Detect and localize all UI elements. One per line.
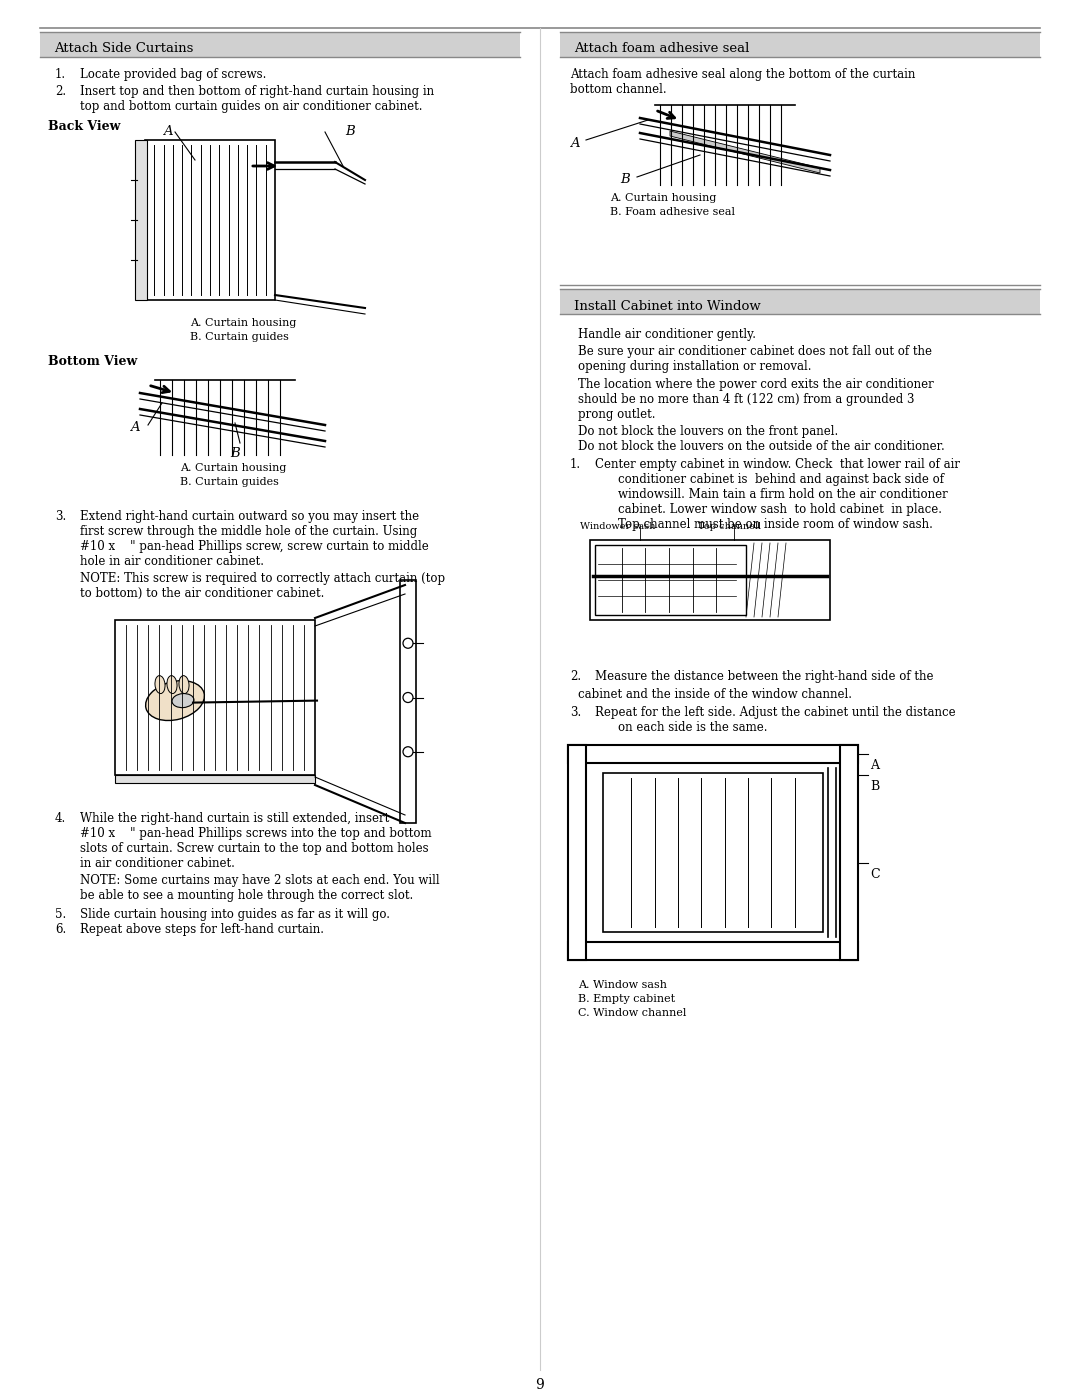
Text: Repeat for the left side. Adjust the cabinet until the distance: Repeat for the left side. Adjust the cab…	[595, 705, 956, 719]
Bar	[561, 289, 1040, 314]
Bar	[568, 745, 858, 763]
Text: conditioner cabinet is  behind and against back side of: conditioner cabinet is behind and agains…	[618, 474, 944, 486]
Bar	[840, 745, 858, 960]
Ellipse shape	[167, 676, 177, 693]
Ellipse shape	[154, 676, 165, 693]
Text: A. Curtain housing: A. Curtain housing	[190, 319, 296, 328]
Text: windowsill. Main tain a firm hold on the air conditioner: windowsill. Main tain a firm hold on the…	[618, 488, 948, 502]
Text: Back View: Back View	[48, 120, 120, 133]
Text: 5.: 5.	[55, 908, 66, 921]
Text: The location where the power cord exits the air conditioner: The location where the power cord exits …	[578, 379, 934, 391]
Text: Extend right-hand curtain outward so you may insert the: Extend right-hand curtain outward so you…	[80, 510, 419, 522]
Bar	[603, 773, 823, 932]
Text: B: B	[345, 124, 354, 138]
Text: be able to see a mounting hole through the correct slot.: be able to see a mounting hole through t…	[80, 888, 414, 902]
Text: NOTE: This screw is required to correctly attach curtain (top: NOTE: This screw is required to correctl…	[80, 571, 445, 585]
Bar	[568, 942, 858, 960]
Text: Insert top and then bottom of right-hand curtain housing in: Insert top and then bottom of right-hand…	[80, 85, 434, 98]
Bar	[135, 140, 147, 300]
Ellipse shape	[179, 676, 189, 693]
Circle shape	[403, 638, 413, 648]
Text: Bottom View: Bottom View	[48, 355, 137, 367]
Text: B: B	[230, 447, 240, 460]
Text: Attach foam adhesive seal along the bottom of the curtain: Attach foam adhesive seal along the bott…	[570, 68, 916, 81]
Text: should be no more than 4 ft (122 cm) from a grounded 3: should be no more than 4 ft (122 cm) fro…	[578, 393, 915, 407]
Text: Slide curtain housing into guides as far as it will go.: Slide curtain housing into guides as far…	[80, 908, 390, 921]
Ellipse shape	[172, 693, 194, 708]
Bar	[145, 140, 275, 300]
Bar	[590, 541, 831, 620]
Text: prong outlet.: prong outlet.	[578, 408, 656, 420]
Text: C. Window channel: C. Window channel	[578, 1009, 687, 1018]
Text: Center empty cabinet in window. Check  that lower rail of air: Center empty cabinet in window. Check th…	[595, 458, 960, 471]
Text: in air conditioner cabinet.: in air conditioner cabinet.	[80, 856, 234, 870]
Text: on each side is the same.: on each side is the same.	[618, 721, 768, 733]
Text: A. Curtain housing: A. Curtain housing	[610, 193, 716, 203]
Bar	[400, 580, 416, 823]
Text: Install Cabinet into Window: Install Cabinet into Window	[573, 299, 760, 313]
Text: While the right-hand curtain is still extended, insert: While the right-hand curtain is still ex…	[80, 812, 389, 826]
Text: B. Foam adhesive seal: B. Foam adhesive seal	[610, 207, 735, 217]
Text: A: A	[870, 759, 879, 773]
Text: Be sure your air conditioner cabinet does not fall out of the: Be sure your air conditioner cabinet doe…	[578, 345, 932, 358]
Text: 3.: 3.	[55, 510, 66, 522]
Text: A: A	[163, 124, 173, 138]
Text: Handle air conditioner gently.: Handle air conditioner gently.	[578, 328, 756, 341]
Text: B: B	[620, 173, 630, 186]
Text: 3.: 3.	[570, 705, 581, 719]
Text: B. Curtain guides: B. Curtain guides	[190, 332, 288, 342]
Text: Attach Side Curtains: Attach Side Curtains	[54, 42, 193, 56]
Text: A: A	[570, 137, 580, 149]
Text: 4.: 4.	[55, 812, 66, 826]
Text: opening during installation or removal.: opening during installation or removal.	[578, 360, 811, 373]
Text: cabinet. Lower window sash  to hold cabinet  in place.: cabinet. Lower window sash to hold cabin…	[618, 503, 942, 515]
Text: first screw through the middle hole of the curtain. Using: first screw through the middle hole of t…	[80, 525, 417, 538]
Text: Top channell: Top channell	[698, 522, 761, 531]
Text: 1.: 1.	[55, 68, 66, 81]
Text: Do not block the louvers on the front panel.: Do not block the louvers on the front pa…	[578, 425, 838, 439]
Text: Locate provided bag of screws.: Locate provided bag of screws.	[80, 68, 267, 81]
Bar	[595, 545, 746, 615]
Ellipse shape	[146, 680, 204, 721]
Text: #10 x    " pan-head Phillips screw, screw curtain to middle: #10 x " pan-head Phillips screw, screw c…	[80, 541, 429, 553]
Text: B. Curtain guides: B. Curtain guides	[180, 476, 279, 488]
Text: NOTE: Some curtains may have 2 slots at each end. You will: NOTE: Some curtains may have 2 slots at …	[80, 875, 440, 887]
Text: Windower sash: Windower sash	[580, 522, 656, 531]
Bar	[561, 32, 1040, 57]
Text: A. Curtain housing: A. Curtain housing	[180, 462, 286, 474]
Text: 2.: 2.	[570, 671, 581, 683]
Text: A: A	[130, 420, 139, 434]
Text: top and bottom curtain guides on air conditioner cabinet.: top and bottom curtain guides on air con…	[80, 101, 422, 113]
Text: Top channel must be on inside room of window sash.: Top channel must be on inside room of wi…	[618, 518, 933, 531]
Text: Repeat above steps for left-hand curtain.: Repeat above steps for left-hand curtain…	[80, 923, 324, 936]
Bar	[40, 32, 519, 57]
Circle shape	[403, 747, 413, 757]
Text: to bottom) to the air conditioner cabinet.: to bottom) to the air conditioner cabine…	[80, 587, 324, 599]
Text: bottom channel.: bottom channel.	[570, 82, 666, 96]
Text: cabinet and the inside of the window channel.: cabinet and the inside of the window cha…	[578, 687, 852, 701]
Text: 1.: 1.	[570, 458, 581, 471]
Circle shape	[403, 693, 413, 703]
Text: hole in air conditioner cabinet.: hole in air conditioner cabinet.	[80, 555, 264, 569]
Text: A. Window sash: A. Window sash	[578, 981, 667, 990]
Text: Do not block the louvers on the outside of the air conditioner.: Do not block the louvers on the outside …	[578, 440, 945, 453]
Bar	[568, 745, 586, 960]
Bar	[114, 775, 315, 782]
Text: B. Empty cabinet: B. Empty cabinet	[578, 995, 675, 1004]
Polygon shape	[670, 131, 820, 173]
Text: C: C	[870, 869, 879, 882]
Text: Measure the distance between the right-hand side of the: Measure the distance between the right-h…	[595, 671, 933, 683]
Text: 6.: 6.	[55, 923, 66, 936]
Text: B: B	[870, 780, 879, 793]
Text: slots of curtain. Screw curtain to the top and bottom holes: slots of curtain. Screw curtain to the t…	[80, 842, 429, 855]
Bar	[114, 620, 315, 775]
Text: 2.: 2.	[55, 85, 66, 98]
Text: 9: 9	[536, 1377, 544, 1391]
Text: Attach foam adhesive seal: Attach foam adhesive seal	[573, 42, 750, 56]
Text: #10 x    " pan-head Phillips screws into the top and bottom: #10 x " pan-head Phillips screws into th…	[80, 827, 432, 840]
